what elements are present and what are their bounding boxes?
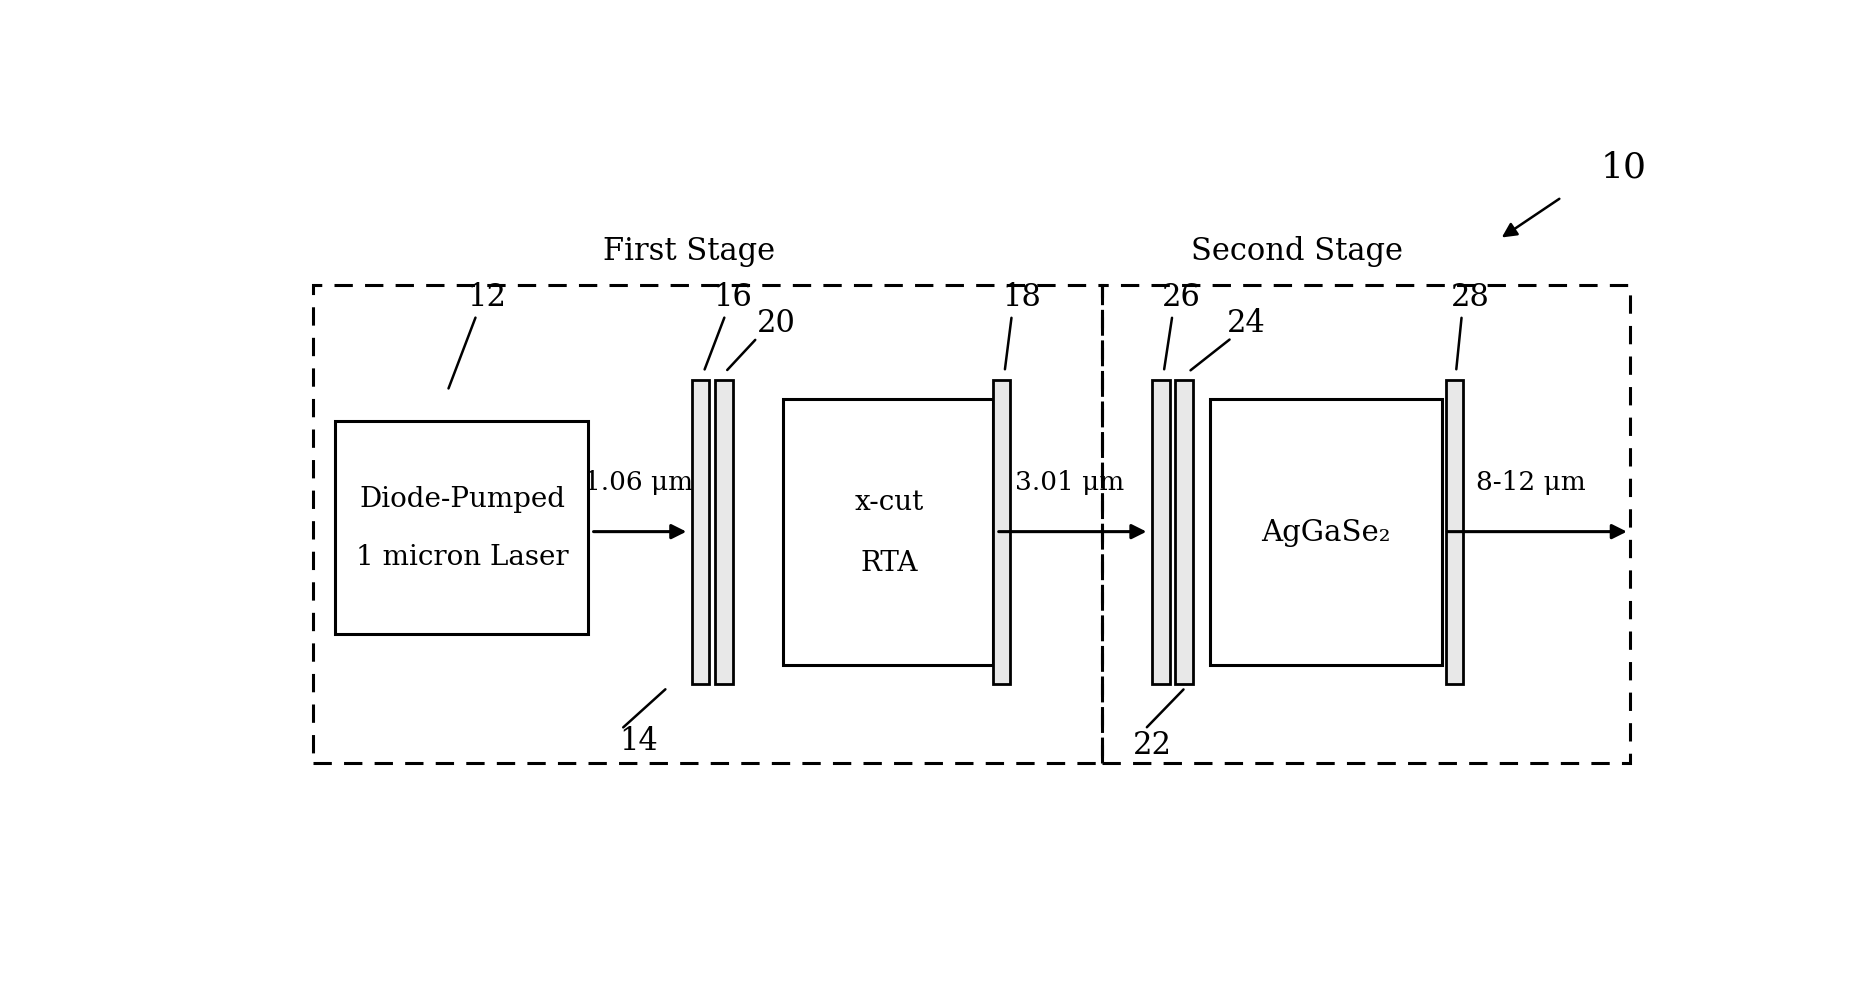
Text: 12: 12	[467, 281, 506, 313]
Bar	[993, 381, 1010, 684]
Text: Diode-Pumped: Diode-Pumped	[358, 486, 566, 513]
Text: 3.01 μm: 3.01 μm	[1016, 469, 1124, 494]
Bar	[1102, 285, 1630, 763]
Text: 22: 22	[1133, 730, 1172, 760]
Text: 28: 28	[1451, 281, 1490, 313]
Text: x-cut: x-cut	[855, 488, 924, 516]
Bar	[784, 399, 993, 665]
Text: 26: 26	[1161, 281, 1200, 313]
Text: 10: 10	[1600, 151, 1647, 184]
Text: Second Stage: Second Stage	[1191, 236, 1402, 266]
Text: 18: 18	[1003, 281, 1042, 313]
Bar	[715, 381, 732, 684]
Text: First Stage: First Stage	[603, 236, 775, 266]
Text: RTA: RTA	[861, 549, 917, 576]
Text: 20: 20	[756, 308, 795, 339]
Bar	[334, 422, 588, 635]
Text: 8-12 μm: 8-12 μm	[1477, 469, 1587, 494]
Bar	[1210, 399, 1441, 665]
Text: 24: 24	[1227, 308, 1266, 339]
Text: 1 micron Laser: 1 micron Laser	[357, 543, 568, 571]
Bar	[1445, 381, 1464, 684]
Bar	[1176, 381, 1193, 684]
Text: 1.06 μm: 1.06 μm	[584, 469, 693, 494]
Text: 16: 16	[713, 281, 752, 313]
Bar	[314, 285, 1102, 763]
Text: AgGaSe₂: AgGaSe₂	[1260, 518, 1391, 546]
Text: 14: 14	[620, 726, 657, 756]
Bar	[693, 381, 709, 684]
Bar	[1152, 381, 1169, 684]
